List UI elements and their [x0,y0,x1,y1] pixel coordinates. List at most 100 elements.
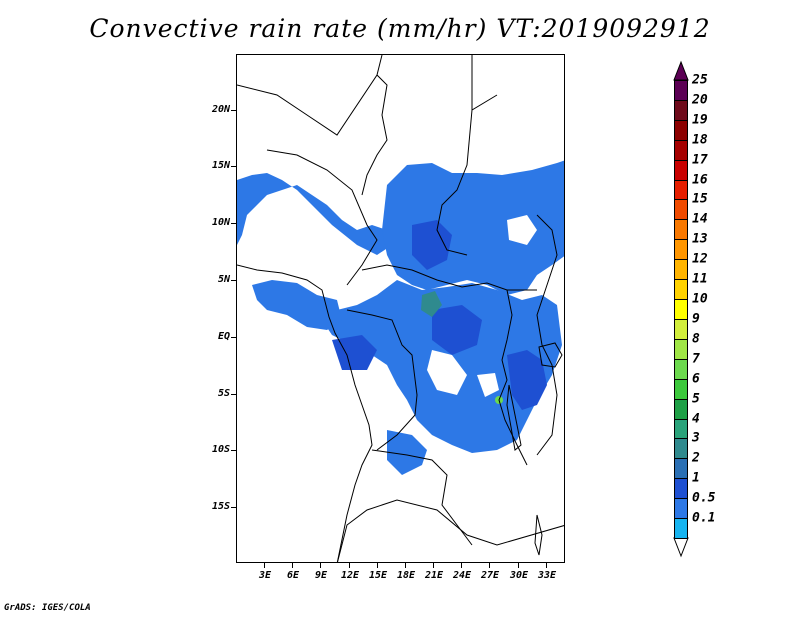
rain-area-east-lakes [507,350,547,410]
footer-credit: GrADS: IGES/COLA [4,603,91,613]
lon-label: 12E [340,570,360,581]
rain-field [237,160,564,475]
colorbar-bottom-arrow-icon [673,537,689,558]
colorbar-label: 13 [692,231,708,247]
rain-area-west-africa [237,173,392,255]
lat-label: 20N [211,104,230,115]
colorbar-swatch [674,338,688,360]
lon-tick [489,563,490,568]
border-chad-niger [361,74,388,196]
lon-label: 21E [424,570,444,581]
lake-malawi [534,514,543,556]
lon-label: 9E [314,570,328,581]
lon-label: 18E [396,570,416,581]
border-congo-drc [346,309,418,451]
rain-moderate-core-3 [332,335,377,370]
colorbar-swatch [674,219,688,241]
border-sudan-chad [436,55,498,256]
border-car [361,264,537,291]
lon-tick [349,563,350,568]
lon-tick [264,563,265,568]
border-libya-chad [237,55,383,136]
colorbar-swatch [674,518,688,539]
rain-moderate-core-2 [432,305,482,355]
lon-label: 33E [537,570,557,581]
lon-tick [292,563,293,568]
colorbar-swatch [674,119,688,141]
colorbar-swatch [674,99,688,121]
lat-tick [231,223,236,224]
lon-tick [377,563,378,568]
lat-label: 5S [217,388,230,399]
colorbar-swatch [674,458,688,480]
colorbar-swatch [674,199,688,221]
lon-tick [405,563,406,568]
border-east [536,214,558,456]
border-angola-zambia [371,449,473,546]
lon-tick [433,563,434,568]
colorbar-label: 11 [692,271,708,287]
lat-tick [231,507,236,508]
colorbar-swatch [674,478,688,500]
coastline-west-africa [237,264,373,562]
colorbar-swatch [674,418,688,440]
colorbar-label: 10 [692,291,708,307]
colorbar-label: 18 [692,132,708,148]
lat-tick [231,450,236,451]
lon-tick [546,563,547,568]
colorbar-label: 8 [692,331,700,347]
colorbar-swatch [674,318,688,340]
lake-tanganyika [506,384,522,451]
lon-label: 6E [286,570,300,581]
colorbar-label: 14 [692,211,708,227]
lat-label: 10S [211,444,230,455]
colorbar-swatch [674,358,688,380]
colorbar-swatch [674,179,688,201]
lat-label: 5N [217,274,230,285]
colorbar-label: 9 [692,311,700,327]
lon-label: 3E [258,570,272,581]
lat-label: 15S [211,501,230,512]
colorbar-swatch [674,279,688,301]
dry-patch-2 [507,215,537,245]
colorbar-label: 16 [692,172,708,188]
colorbar-swatch [674,438,688,460]
colorbar-label: 0.1 [692,510,716,526]
dry-patch-3 [477,373,499,397]
colorbar-label: 2 [692,450,700,466]
lat-tick [231,110,236,111]
colorbar-swatch [674,139,688,161]
colorbar-top-arrow-icon [673,60,689,81]
map-panel [236,54,565,563]
colorbar-swatch [674,378,688,400]
colorbar-label: 17 [692,152,708,168]
rain-area-south [387,430,427,475]
lon-tick [320,563,321,568]
page-title: Convective rain rate (mm/hr) VT:20190929… [89,14,711,43]
lat-tick [231,394,236,395]
lat-label: 10N [211,217,230,228]
lon-label: 15E [368,570,388,581]
lon-label: 27E [480,570,500,581]
colorbar-label: 15 [692,191,708,207]
lon-label: 30E [509,570,529,581]
colorbar-label: 3 [692,430,700,446]
lat-label: EQ [217,331,230,342]
colorbar-label: 5 [692,391,700,407]
colorbar-swatch [674,239,688,261]
border-nigeria-cameroon [266,149,378,286]
colorbar-label: 0.5 [692,490,716,506]
lat-tick [231,280,236,281]
dry-patch-1 [427,350,467,395]
colorbar-label: 25 [692,72,708,88]
colorbar-swatch [674,498,688,520]
colorbar-swatch [674,398,688,420]
lon-tick [461,563,462,568]
rain-heavy-core [421,291,442,317]
lon-label: 24E [452,570,472,581]
lon-tick [518,563,519,568]
colorbar-swatch [674,259,688,281]
rain-area-central-north [382,160,564,295]
colorbar-label: 1 [692,470,700,486]
colorbar-swatch [674,80,688,101]
